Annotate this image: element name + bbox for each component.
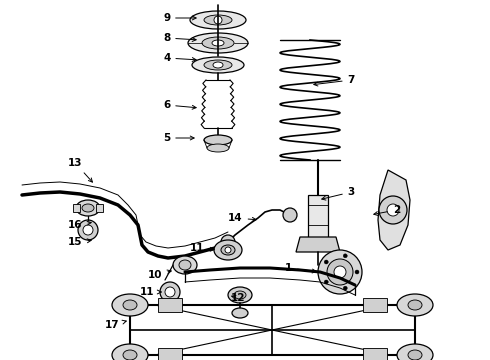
Text: 7: 7 xyxy=(314,75,355,86)
Ellipse shape xyxy=(207,144,229,152)
Ellipse shape xyxy=(202,37,234,49)
Ellipse shape xyxy=(123,350,137,360)
Text: 1: 1 xyxy=(285,263,316,273)
Ellipse shape xyxy=(379,196,407,224)
Ellipse shape xyxy=(228,287,252,303)
Ellipse shape xyxy=(213,62,223,68)
Ellipse shape xyxy=(76,200,100,216)
Text: 4: 4 xyxy=(163,53,196,63)
Ellipse shape xyxy=(343,286,347,290)
Bar xyxy=(158,298,182,312)
Ellipse shape xyxy=(221,245,235,255)
Bar xyxy=(308,195,328,240)
Ellipse shape xyxy=(234,291,246,299)
Text: 9: 9 xyxy=(163,13,196,23)
Text: 5: 5 xyxy=(163,133,194,143)
Ellipse shape xyxy=(225,247,231,253)
Bar xyxy=(158,348,182,360)
Ellipse shape xyxy=(387,204,399,216)
Text: 17: 17 xyxy=(105,320,126,330)
Ellipse shape xyxy=(355,270,359,274)
Ellipse shape xyxy=(343,254,347,258)
Text: 2: 2 xyxy=(374,205,400,216)
Text: 6: 6 xyxy=(163,100,196,110)
Ellipse shape xyxy=(204,15,232,25)
Ellipse shape xyxy=(214,240,242,260)
Bar xyxy=(73,204,80,212)
Ellipse shape xyxy=(83,225,93,235)
Bar xyxy=(363,298,387,312)
Ellipse shape xyxy=(188,33,248,53)
Ellipse shape xyxy=(214,16,222,24)
Text: 12: 12 xyxy=(230,293,245,303)
Ellipse shape xyxy=(82,204,94,212)
Text: 8: 8 xyxy=(163,33,196,43)
Ellipse shape xyxy=(327,259,353,285)
Ellipse shape xyxy=(112,294,148,316)
Ellipse shape xyxy=(78,220,98,240)
Ellipse shape xyxy=(190,11,246,29)
Ellipse shape xyxy=(324,260,328,264)
Ellipse shape xyxy=(324,280,328,284)
Text: 14: 14 xyxy=(228,213,256,223)
Ellipse shape xyxy=(160,282,180,302)
Bar xyxy=(363,348,387,360)
Text: 13: 13 xyxy=(68,158,93,182)
Text: 11: 11 xyxy=(190,243,214,253)
Text: 16: 16 xyxy=(68,220,91,230)
Ellipse shape xyxy=(232,308,248,318)
Ellipse shape xyxy=(397,344,433,360)
Ellipse shape xyxy=(179,260,191,270)
Polygon shape xyxy=(378,170,410,250)
Text: 3: 3 xyxy=(322,187,355,200)
Text: 11: 11 xyxy=(140,287,161,297)
Bar xyxy=(96,204,103,212)
Ellipse shape xyxy=(334,266,346,278)
Ellipse shape xyxy=(221,235,235,249)
Ellipse shape xyxy=(165,287,175,297)
Ellipse shape xyxy=(112,344,148,360)
Polygon shape xyxy=(296,237,340,252)
Ellipse shape xyxy=(173,256,197,274)
Ellipse shape xyxy=(408,300,422,310)
Ellipse shape xyxy=(318,250,362,294)
Ellipse shape xyxy=(212,40,224,46)
Ellipse shape xyxy=(123,300,137,310)
Ellipse shape xyxy=(204,60,232,70)
Ellipse shape xyxy=(397,294,433,316)
Ellipse shape xyxy=(192,57,244,73)
Text: 10: 10 xyxy=(148,270,171,280)
Ellipse shape xyxy=(408,350,422,360)
Ellipse shape xyxy=(283,208,297,222)
Ellipse shape xyxy=(204,135,232,145)
Text: 15: 15 xyxy=(68,237,91,247)
